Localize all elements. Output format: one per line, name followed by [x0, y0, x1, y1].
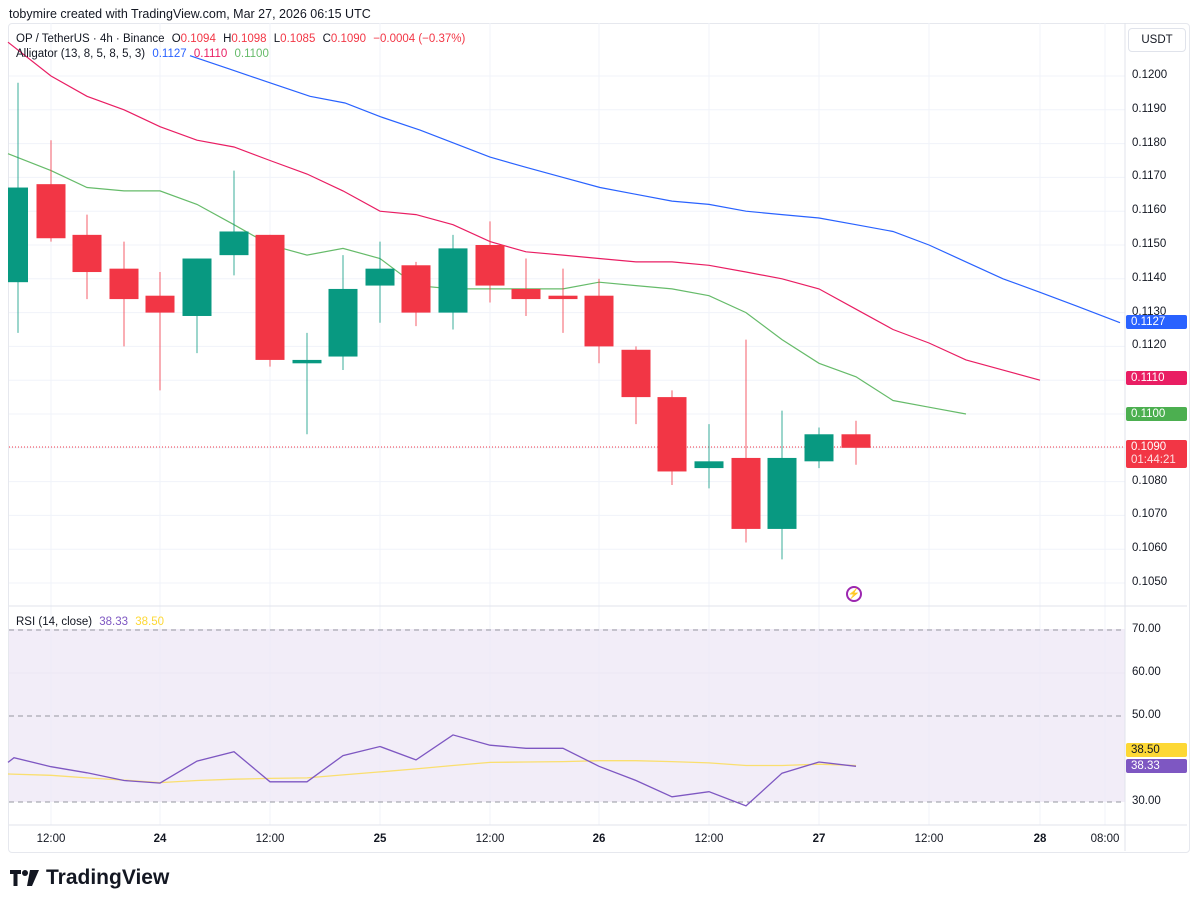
alligator-lips-value: 0.1100 [234, 48, 269, 60]
lightning-event-icon[interactable]: ⚡ [846, 586, 862, 602]
candle[interactable] [219, 170, 249, 276]
rsi-tick: 50.00 [1132, 709, 1161, 721]
candle[interactable] [438, 234, 468, 330]
price-tick: 0.1160 [1132, 204, 1167, 217]
time-tick: 27 [812, 833, 826, 845]
candle[interactable] [584, 278, 614, 364]
brand-name: TradingView [46, 866, 170, 889]
price-tick: 0.1080 [1132, 474, 1168, 487]
rsi-title: RSI (14, close) [16, 616, 93, 628]
lips-price-tag: 0.1100 [1126, 407, 1187, 421]
time-tick: 08:00 [1090, 833, 1120, 845]
price-tick: 0.1150 [1132, 238, 1167, 250]
tradingview-logo-icon [10, 870, 39, 886]
candle[interactable] [841, 420, 871, 465]
candlesticks [8, 82, 871, 560]
open-value: 0.1094 [180, 33, 216, 45]
tradingview-logo: TradingView [10, 866, 169, 890]
candle[interactable] [511, 258, 541, 316]
price-tick: 0.1060 [1132, 542, 1168, 555]
candle[interactable] [621, 346, 651, 425]
currency-button[interactable]: USDT [1128, 28, 1186, 52]
alligator-jaw-line [189, 55, 1121, 324]
time-tick: 25 [373, 833, 387, 845]
symbol-legend[interactable]: OP / TetherUS · 4h · Binance O0.1094 H0.… [16, 33, 466, 45]
candle[interactable] [804, 427, 834, 469]
candle[interactable] [548, 268, 578, 333]
price-tick: 0.1140 [1132, 271, 1167, 284]
price-tick: 0.1180 [1132, 136, 1167, 149]
time-tick: 12:00 [475, 833, 505, 845]
jaw-price-tag: 0.1127 [1126, 315, 1187, 329]
candle[interactable] [182, 258, 212, 354]
candle[interactable] [328, 255, 358, 371]
alligator-jaw-value: 0.1127 [152, 48, 187, 60]
rsi-tag: 38.33 [1126, 759, 1187, 773]
change-value: −0.0004 (−0.37%) [373, 33, 466, 45]
countdown-timer: 01:44:21 [1131, 454, 1176, 466]
candle[interactable] [109, 241, 139, 347]
rsi-tick: 70.00 [1132, 623, 1161, 635]
last-price-value: 0.1090 [1131, 441, 1167, 453]
price-tick: 0.1120 [1132, 339, 1167, 352]
alligator-teeth-value: 0.1110 [193, 48, 228, 60]
candle[interactable] [475, 221, 505, 303]
alligator-lines [7, 41, 1121, 415]
rsi-level-lines [9, 629, 1125, 803]
rsi-ma-tag: 38.50 [1126, 743, 1187, 757]
time-tick: 12:00 [36, 833, 66, 845]
symbol-title: OP / TetherUS · 4h · Binance [16, 33, 165, 45]
candle[interactable] [8, 82, 28, 333]
price-tick: 0.1070 [1132, 508, 1168, 521]
price-tick: 0.1130 [1132, 305, 1167, 318]
rsi-tick: 30.00 [1132, 795, 1161, 807]
time-tick: 24 [153, 833, 167, 845]
rsi-value: 38.33 [99, 616, 129, 628]
time-tick: 12:00 [694, 833, 724, 845]
low-value: 0.1085 [280, 33, 316, 45]
rsi-ma-value: 38.50 [135, 616, 165, 628]
candle[interactable] [365, 241, 395, 323]
price-tick: 0.1050 [1132, 576, 1168, 588]
alligator-title: Alligator (13, 8, 5, 8, 5, 3) [16, 48, 146, 60]
alligator-teeth-line [7, 41, 1041, 381]
alligator-legend[interactable]: Alligator (13, 8, 5, 8, 5, 3) 0.1127 0.1… [16, 48, 273, 60]
high-value: 0.1098 [231, 33, 267, 45]
last-price-tag: 0.1090 01:44:21 [1126, 440, 1187, 468]
time-tick: 28 [1033, 833, 1047, 845]
close-value: 0.1090 [330, 33, 367, 45]
chart-credit: tobymire created with TradingView.com, M… [9, 7, 371, 21]
candle[interactable] [292, 332, 322, 435]
candle[interactable] [767, 410, 797, 560]
price-tick: 0.1190 [1132, 102, 1167, 115]
candle[interactable] [731, 339, 761, 543]
price-tick: 0.1170 [1132, 170, 1167, 183]
candle[interactable] [255, 234, 285, 367]
time-tick: 12:00 [914, 833, 944, 845]
candle[interactable] [694, 424, 724, 489]
candle[interactable] [401, 261, 431, 327]
rsi-lines [7, 734, 857, 807]
time-tick: 12:00 [255, 833, 285, 845]
rsi-legend[interactable]: RSI (14, close) 38.33 38.50 [16, 616, 168, 628]
candle[interactable] [145, 272, 175, 391]
rsi-tick: 60.00 [1132, 666, 1161, 678]
candle[interactable] [72, 214, 102, 300]
candle[interactable] [36, 140, 66, 242]
teeth-price-tag: 0.1110 [1126, 371, 1187, 385]
price-tick: 0.1200 [1132, 69, 1168, 81]
candle[interactable] [657, 390, 687, 485]
time-tick: 26 [592, 833, 606, 845]
